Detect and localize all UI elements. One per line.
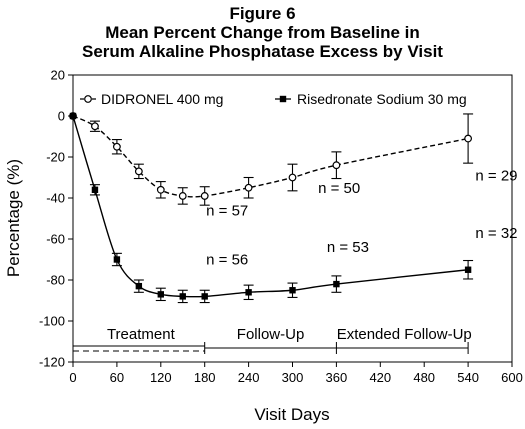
x-tick-label: 600 <box>501 370 523 385</box>
series-group <box>69 112 474 304</box>
data-point-square <box>245 289 252 296</box>
x-tick-label: 180 <box>194 370 216 385</box>
data-point-square <box>464 266 472 273</box>
data-point-square <box>333 280 340 288</box>
legend-marker-didronel <box>84 95 92 103</box>
data-point-circle <box>200 192 209 200</box>
y-tick-label: -60 <box>46 232 65 247</box>
data-point-square <box>289 287 296 294</box>
phase-label: Follow-Up <box>237 326 305 343</box>
data-point-circle <box>288 173 297 182</box>
data-point-square <box>135 282 143 290</box>
phase-label: Treatment <box>107 326 176 343</box>
data-point-circle <box>244 183 253 192</box>
data-point-square <box>69 112 77 120</box>
sample-size-annotation: n = 56 <box>206 252 248 269</box>
phase-bars: Treatment Follow-Up Extended Follow-Up <box>73 326 472 354</box>
data-point-circle <box>91 122 99 131</box>
legend-marker-risedronate <box>279 95 287 103</box>
x-tick-label: 300 <box>282 370 304 385</box>
y-tick-label: 0 <box>58 109 65 124</box>
series-line-1 <box>72 115 469 198</box>
data-point-circle <box>464 134 473 143</box>
x-tick-label: 0 <box>69 370 76 385</box>
data-point-square <box>91 186 99 193</box>
y-tick-label: -120 <box>39 355 65 370</box>
x-tick-label: 360 <box>326 370 348 385</box>
x-tick-label: 120 <box>150 370 172 385</box>
x-tick-label: 480 <box>413 370 435 385</box>
figure-label: Figure 6 <box>229 4 296 23</box>
data-point-square <box>201 293 208 300</box>
x-tick-label: 60 <box>110 370 124 385</box>
annotations: n = 57 n = 50 n = 29 n = 56 n = 53 n = 32 <box>206 167 517 268</box>
chart-title-line1: Mean Percent Change from Baseline in <box>105 23 420 42</box>
axes: 20 0 -20 -40 -60 -80 -100 -120 0 60 120 180 240 300 36… <box>39 68 523 386</box>
data-point-square <box>179 293 186 300</box>
chart-title-line2: Serum Alkaline Phosphatase Excess by Vis… <box>82 42 443 61</box>
legend-label-risedronate: Risedronate Sodium 30 mg <box>297 91 467 107</box>
x-tick-label: 420 <box>369 370 391 385</box>
data-point-circle <box>178 192 187 200</box>
sample-size-annotation: n = 50 <box>318 180 360 197</box>
series-line-2 <box>72 115 469 298</box>
data-point-circle <box>134 167 143 176</box>
sample-size-annotation: n = 32 <box>475 225 517 242</box>
y-tick-label: -80 <box>46 273 65 288</box>
phase-label: Extended Follow-Up <box>337 326 472 343</box>
y-tick-label: -40 <box>46 191 65 206</box>
plot-frame <box>72 74 513 363</box>
sample-size-annotation: n = 53 <box>327 239 369 256</box>
y-tick-label: 20 <box>51 68 65 83</box>
legend: DIDRONEL 400 mg Risedronate Sodium 30 mg <box>80 91 467 107</box>
y-axis-label: Percentage (%) <box>4 159 23 277</box>
data-point-square <box>157 291 164 298</box>
y-tick-label: -100 <box>39 314 65 329</box>
data-point-circle <box>112 142 121 151</box>
y-tick-label: -20 <box>46 150 65 165</box>
data-point-square <box>113 256 121 263</box>
sample-size-annotation: n = 29 <box>475 167 517 184</box>
legend-label-didronel: DIDRONEL 400 mg <box>101 91 223 107</box>
x-tick-label: 240 <box>238 370 260 385</box>
data-point-circle <box>156 185 165 194</box>
x-tick-label: 540 <box>457 370 479 385</box>
x-axis-label: Visit Days <box>254 405 329 424</box>
data-point-circle <box>332 161 341 170</box>
sample-size-annotation: n = 57 <box>206 202 248 219</box>
